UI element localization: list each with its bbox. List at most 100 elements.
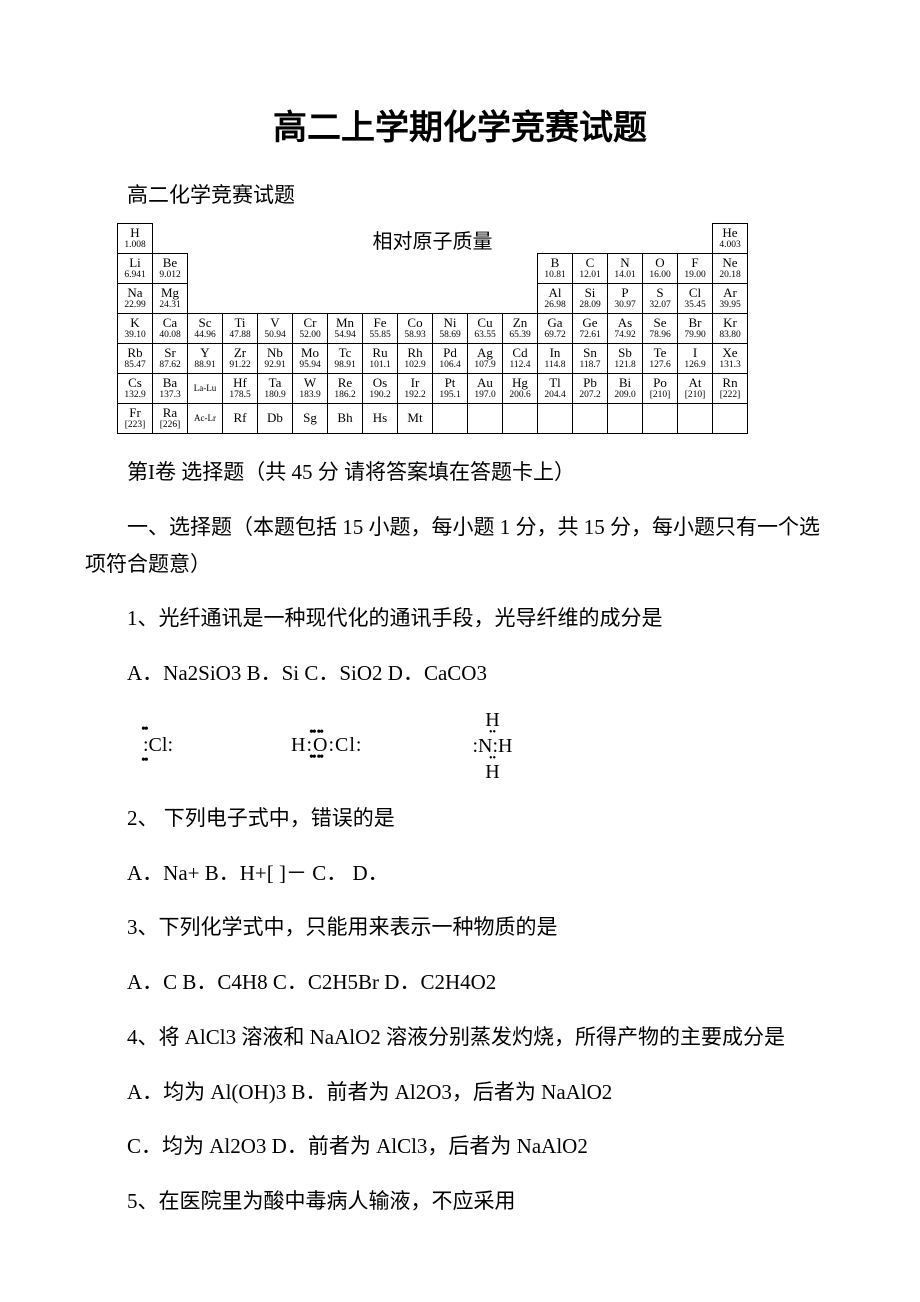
subtitle: 高二化学竞赛试题 bbox=[85, 179, 835, 209]
cell-Mg: Mg24.31 bbox=[153, 284, 188, 314]
cell-Sn: Sn118.7 bbox=[573, 344, 608, 374]
cell-Y: Y88.91 bbox=[188, 344, 223, 374]
cell-Pd: Pd106.4 bbox=[433, 344, 468, 374]
cell-Se: Se78.96 bbox=[643, 314, 678, 344]
cell-Sc: Sc44.96 bbox=[188, 314, 223, 344]
cell-W: W183.9 bbox=[293, 374, 328, 404]
cell-Sr: Sr87.62 bbox=[153, 344, 188, 374]
question-3: 3、下列化学式中，只能用来表示一种物质的是 bbox=[85, 909, 835, 946]
cell-Au: Au197.0 bbox=[468, 374, 503, 404]
cell-As: As74.92 bbox=[608, 314, 643, 344]
cell-K: K39.10 bbox=[118, 314, 153, 344]
cell-Ba: Ba137.3 bbox=[153, 374, 188, 404]
cell-Ra: Ra[226] bbox=[153, 404, 188, 434]
cell-Ga: Ga69.72 bbox=[538, 314, 573, 344]
cell-Li: Li6.941 bbox=[118, 254, 153, 284]
cell-Cu: Cu63.55 bbox=[468, 314, 503, 344]
cell-S: S32.07 bbox=[643, 284, 678, 314]
table-header: 相对原子质量 bbox=[153, 224, 713, 254]
cell-P: P30.97 bbox=[608, 284, 643, 314]
question-1-options: A．Na2SiO3 B．Si C．SiO2 D．CaCO3 bbox=[85, 655, 835, 692]
cell-Mn: Mn54.94 bbox=[328, 314, 363, 344]
cell-Al: Al26.98 bbox=[538, 284, 573, 314]
section-1-heading: 一、选择题（本题包括 15 小题，每小题 1 分，共 15 分，每小题只有一个选… bbox=[85, 509, 835, 583]
cell-Pt: Pt195.1 bbox=[433, 374, 468, 404]
cell-Zr: Zr91.22 bbox=[223, 344, 258, 374]
cell-Rb: Rb85.47 bbox=[118, 344, 153, 374]
cell-Ge: Ge72.61 bbox=[573, 314, 608, 344]
cell-Cs: Cs132.9 bbox=[118, 374, 153, 404]
cell-Ti: Ti47.88 bbox=[223, 314, 258, 344]
cell-Rn: Rn[222] bbox=[713, 374, 748, 404]
lewis-structures: •• :Cl: •• •• •• H:O:Cl: •• •• H •• :N:H… bbox=[85, 710, 835, 782]
cell-Ag: Ag107.9 bbox=[468, 344, 503, 374]
question-2: 2、 下列电子式中，错误的是 bbox=[85, 800, 835, 837]
cell-Cd: Cd112.4 bbox=[503, 344, 538, 374]
cell-Rh: Rh102.9 bbox=[398, 344, 433, 374]
cell-Po: Po[210] bbox=[643, 374, 678, 404]
section-1-title: 第I卷 选择题（共 45 分 请将答案填在答题卡上） bbox=[85, 454, 835, 491]
cell-Hs: Hs bbox=[363, 404, 398, 434]
question-4-options-cd: C．均为 Al2O3 D．前者为 AlCl3，后者为 NaAlO2 bbox=[85, 1128, 835, 1165]
cell-Kr: Kr83.80 bbox=[713, 314, 748, 344]
cell-Db: Db bbox=[258, 404, 293, 434]
cell-Ta: Ta180.9 bbox=[258, 374, 293, 404]
cell-AcLr: Ac-Lr bbox=[188, 404, 223, 434]
cell-Be: Be9.012 bbox=[153, 254, 188, 284]
cell-LaLu: La-Lu bbox=[188, 374, 223, 404]
cell-Ar: Ar39.95 bbox=[713, 284, 748, 314]
question-4: 4、将 AlCl3 溶液和 NaAlO2 溶液分别蒸发灼烧，所得产物的主要成分是 bbox=[85, 1019, 835, 1056]
cell-Tl: Tl204.4 bbox=[538, 374, 573, 404]
cell-Tc: Tc98.91 bbox=[328, 344, 363, 374]
question-4-options-ab: A．均为 Al(OH)3 B．前者为 Al2O3，后者为 NaAlO2 bbox=[85, 1074, 835, 1111]
cell-Pb: Pb207.2 bbox=[573, 374, 608, 404]
periodic-table: H1.008 相对原子质量 He4.003 Li6.941 Be9.012 B1… bbox=[85, 223, 835, 434]
page-title: 高二上学期化学竞赛试题 bbox=[85, 100, 835, 149]
cell-Ne: Ne20.18 bbox=[713, 254, 748, 284]
cell-Sg: Sg bbox=[293, 404, 328, 434]
cell-Mo: Mo95.94 bbox=[293, 344, 328, 374]
question-3-options: A．C B．C4H8 C．C2H5Br D．C2H4O2 bbox=[85, 964, 835, 1001]
cell-Re: Re186.2 bbox=[328, 374, 363, 404]
cell-V: V50.94 bbox=[258, 314, 293, 344]
cell-Bh: Bh bbox=[328, 404, 363, 434]
question-5: 5、在医院里为酸中毒病人输液，不应采用 bbox=[85, 1183, 835, 1220]
cell-Hf: Hf178.5 bbox=[223, 374, 258, 404]
cell-He: He4.003 bbox=[713, 224, 748, 254]
cell-N: N14.01 bbox=[608, 254, 643, 284]
cell-Hg: Hg200.6 bbox=[503, 374, 538, 404]
question-1: 1、光纤通讯是一种现代化的通讯手段，光导纤维的成分是 bbox=[85, 600, 835, 637]
cell-Xe: Xe131.3 bbox=[713, 344, 748, 374]
cell-Cr: Cr52.00 bbox=[293, 314, 328, 344]
cell-Bi: Bi209.0 bbox=[608, 374, 643, 404]
cell-Na: Na22.99 bbox=[118, 284, 153, 314]
cell-O: O16.00 bbox=[643, 254, 678, 284]
cell-F: F19.00 bbox=[678, 254, 713, 284]
cell-Os: Os190.2 bbox=[363, 374, 398, 404]
lewis-hocl-icon: •• •• H:O:Cl: •• •• bbox=[291, 734, 362, 757]
cell-Mt: Mt bbox=[398, 404, 433, 434]
cell-Ca: Ca40.08 bbox=[153, 314, 188, 344]
question-2-options: A．Na+ B．H+[ ]－ C． D． bbox=[85, 855, 835, 892]
lewis-nh3-icon: H •• :N:H •• H bbox=[472, 710, 512, 782]
cell-Sb: Sb121.8 bbox=[608, 344, 643, 374]
cell-Nb: Nb92.91 bbox=[258, 344, 293, 374]
lewis-cl-icon: •• :Cl: •• bbox=[135, 728, 181, 763]
cell-Br: Br79.90 bbox=[678, 314, 713, 344]
cell-Si: Si28.09 bbox=[573, 284, 608, 314]
cell-H: H1.008 bbox=[118, 224, 153, 254]
cell-C: C12.01 bbox=[573, 254, 608, 284]
cell-Fe: Fe55.85 bbox=[363, 314, 398, 344]
cell-B: B10.81 bbox=[538, 254, 573, 284]
cell-I: I126.9 bbox=[678, 344, 713, 374]
cell-Te: Te127.6 bbox=[643, 344, 678, 374]
cell-Ir: Ir192.2 bbox=[398, 374, 433, 404]
cell-Zn: Zn65.39 bbox=[503, 314, 538, 344]
cell-In: In114.8 bbox=[538, 344, 573, 374]
cell-Ru: Ru101.1 bbox=[363, 344, 398, 374]
cell-Co: Co58.93 bbox=[398, 314, 433, 344]
cell-At: At[210] bbox=[678, 374, 713, 404]
cell-Ni: Ni58.69 bbox=[433, 314, 468, 344]
cell-Fr: Fr[223] bbox=[118, 404, 153, 434]
cell-Cl: Cl35.45 bbox=[678, 284, 713, 314]
